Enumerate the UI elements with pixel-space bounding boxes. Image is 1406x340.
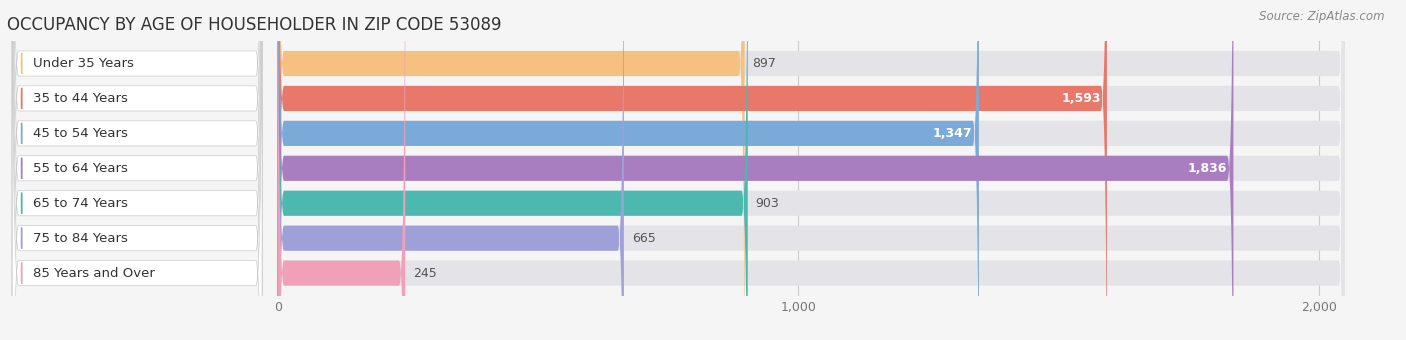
FancyBboxPatch shape bbox=[13, 0, 262, 340]
FancyBboxPatch shape bbox=[278, 0, 1344, 340]
FancyBboxPatch shape bbox=[278, 0, 1233, 340]
Text: 897: 897 bbox=[752, 57, 776, 70]
FancyBboxPatch shape bbox=[13, 0, 262, 340]
FancyBboxPatch shape bbox=[278, 0, 405, 340]
FancyBboxPatch shape bbox=[278, 0, 1107, 340]
Text: 1,347: 1,347 bbox=[934, 127, 973, 140]
Text: 1,836: 1,836 bbox=[1188, 162, 1227, 175]
FancyBboxPatch shape bbox=[278, 0, 1344, 340]
Text: 245: 245 bbox=[413, 267, 437, 279]
Text: 45 to 54 Years: 45 to 54 Years bbox=[34, 127, 128, 140]
FancyBboxPatch shape bbox=[278, 0, 1344, 340]
Text: 55 to 64 Years: 55 to 64 Years bbox=[34, 162, 128, 175]
FancyBboxPatch shape bbox=[13, 0, 262, 340]
Text: 903: 903 bbox=[755, 197, 779, 210]
FancyBboxPatch shape bbox=[13, 0, 262, 340]
FancyBboxPatch shape bbox=[278, 0, 748, 340]
Text: 35 to 44 Years: 35 to 44 Years bbox=[34, 92, 128, 105]
Text: 1,593: 1,593 bbox=[1062, 92, 1101, 105]
FancyBboxPatch shape bbox=[13, 0, 262, 340]
FancyBboxPatch shape bbox=[278, 0, 624, 340]
FancyBboxPatch shape bbox=[278, 0, 1344, 340]
Text: 75 to 84 Years: 75 to 84 Years bbox=[34, 232, 128, 245]
FancyBboxPatch shape bbox=[13, 0, 262, 340]
Text: 85 Years and Over: 85 Years and Over bbox=[34, 267, 155, 279]
FancyBboxPatch shape bbox=[278, 0, 1344, 340]
FancyBboxPatch shape bbox=[278, 0, 1344, 340]
Text: Under 35 Years: Under 35 Years bbox=[34, 57, 134, 70]
Text: OCCUPANCY BY AGE OF HOUSEHOLDER IN ZIP CODE 53089: OCCUPANCY BY AGE OF HOUSEHOLDER IN ZIP C… bbox=[7, 16, 502, 34]
Text: Source: ZipAtlas.com: Source: ZipAtlas.com bbox=[1260, 10, 1385, 23]
FancyBboxPatch shape bbox=[13, 0, 262, 340]
FancyBboxPatch shape bbox=[278, 0, 979, 340]
FancyBboxPatch shape bbox=[278, 0, 1344, 340]
FancyBboxPatch shape bbox=[278, 0, 745, 340]
Text: 665: 665 bbox=[631, 232, 655, 245]
Text: 65 to 74 Years: 65 to 74 Years bbox=[34, 197, 128, 210]
